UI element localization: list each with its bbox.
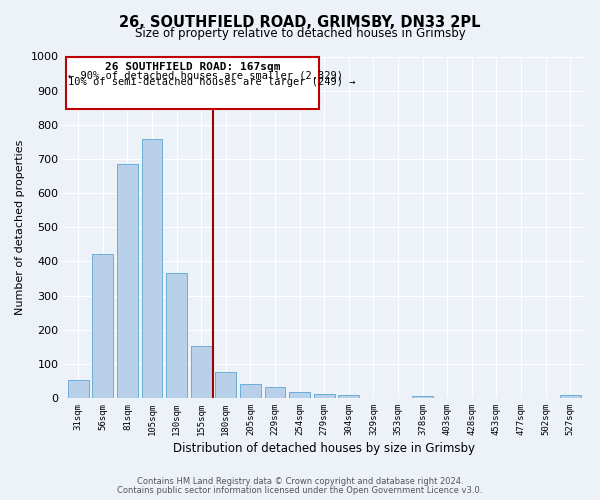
- Bar: [338, 395, 359, 398]
- Bar: [560, 395, 581, 398]
- Bar: [142, 140, 163, 398]
- Text: 26 SOUTHFIELD ROAD: 167sqm: 26 SOUTHFIELD ROAD: 167sqm: [105, 62, 280, 72]
- Text: 26, SOUTHFIELD ROAD, GRIMSBY, DN33 2PL: 26, SOUTHFIELD ROAD, GRIMSBY, DN33 2PL: [119, 15, 481, 30]
- Text: Size of property relative to detached houses in Grimsby: Size of property relative to detached ho…: [134, 28, 466, 40]
- Bar: [314, 394, 335, 398]
- Text: 10% of semi-detached houses are larger (249) →: 10% of semi-detached houses are larger (…: [68, 77, 356, 87]
- X-axis label: Distribution of detached houses by size in Grimsby: Distribution of detached houses by size …: [173, 442, 475, 455]
- Bar: [68, 380, 89, 398]
- Bar: [240, 384, 261, 398]
- Text: Contains HM Land Registry data © Crown copyright and database right 2024.: Contains HM Land Registry data © Crown c…: [137, 477, 463, 486]
- Bar: [215, 372, 236, 398]
- Text: ← 90% of detached houses are smaller (2,329): ← 90% of detached houses are smaller (2,…: [68, 70, 343, 80]
- Bar: [412, 396, 433, 398]
- Bar: [166, 274, 187, 398]
- Bar: [117, 164, 138, 398]
- Bar: [191, 346, 212, 398]
- FancyBboxPatch shape: [66, 56, 319, 110]
- Text: Contains public sector information licensed under the Open Government Licence v3: Contains public sector information licen…: [118, 486, 482, 495]
- Bar: [265, 387, 286, 398]
- Bar: [92, 254, 113, 398]
- Bar: [289, 392, 310, 398]
- Y-axis label: Number of detached properties: Number of detached properties: [15, 140, 25, 315]
